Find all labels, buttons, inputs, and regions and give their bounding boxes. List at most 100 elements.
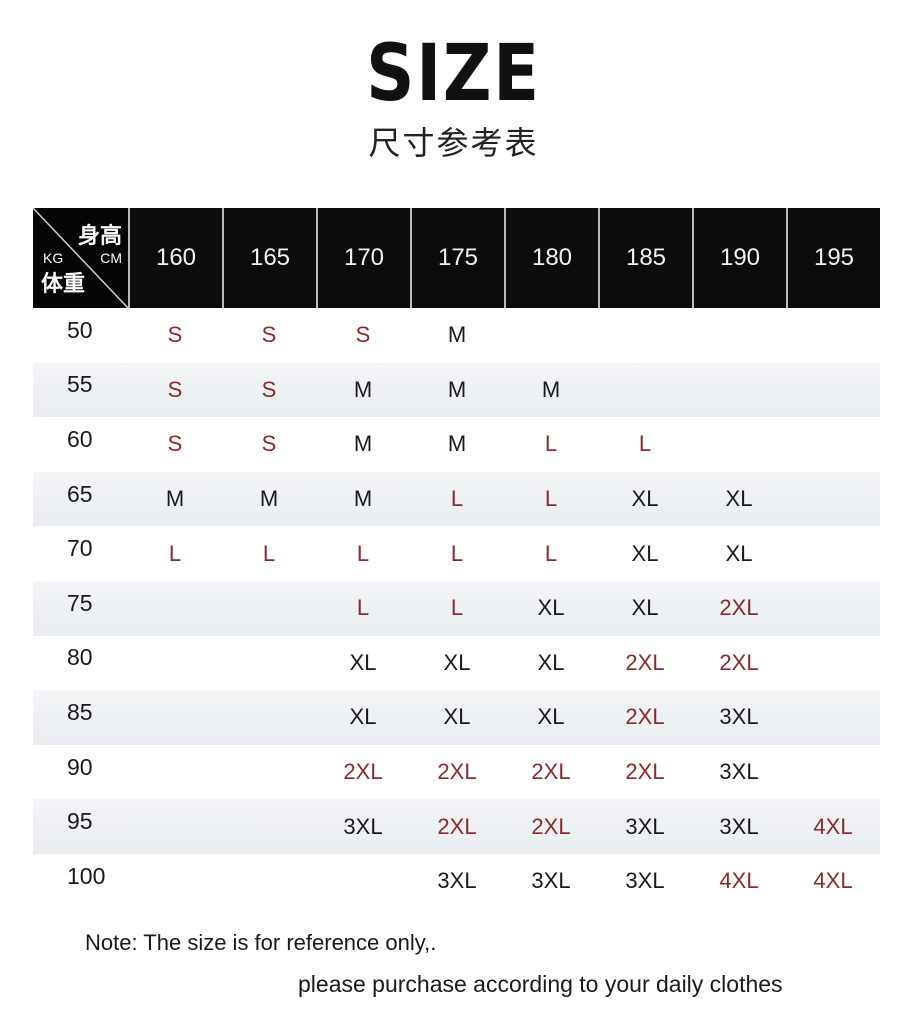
weight-cell: 85 xyxy=(67,698,93,725)
table-row: 55 S S M M M xyxy=(33,362,880,418)
size-cell: 3XL xyxy=(437,868,477,894)
weight-cell: 95 xyxy=(67,808,93,835)
height-unit: CM xyxy=(100,250,122,266)
weight-cell: 60 xyxy=(67,425,93,452)
size-cell: XL xyxy=(537,704,565,730)
size-cell: M xyxy=(353,376,373,402)
size-cell: S xyxy=(261,431,277,457)
size-cell: XL xyxy=(631,486,659,512)
table-row: 60 S S M M L L xyxy=(33,417,880,472)
height-header-175: 175 xyxy=(410,208,504,308)
size-cell: XL xyxy=(443,649,471,675)
size-cell: M xyxy=(541,376,561,402)
size-cell: 4XL xyxy=(719,868,759,894)
weight-cell: 80 xyxy=(67,644,93,671)
size-cell: 3XL xyxy=(625,813,665,839)
size-cell: 2XL xyxy=(719,595,759,621)
height-header-180: 180 xyxy=(504,208,598,308)
size-cell: XL xyxy=(725,486,753,512)
size-cell: XL xyxy=(725,540,753,566)
weight-cell: 55 xyxy=(67,371,93,398)
weight-cell: 100 xyxy=(67,862,106,889)
size-cell: 2XL xyxy=(625,704,665,730)
table-row: 65 M M M L L XL XL xyxy=(33,471,880,527)
height-header-170: 170 xyxy=(316,208,410,308)
size-cell: M xyxy=(447,376,467,402)
height-header-190: 190 xyxy=(692,208,786,308)
size-cell: 2XL xyxy=(531,813,571,839)
size-cell: L xyxy=(356,595,370,621)
size-cell: 2XL xyxy=(343,759,383,785)
size-cell: XL xyxy=(537,649,565,675)
size-cell: L xyxy=(356,540,370,566)
size-cell: XL xyxy=(349,704,377,730)
weight-cell: 50 xyxy=(67,316,93,343)
page-title: SIZE xyxy=(366,29,541,119)
size-cell: 3XL xyxy=(719,704,759,730)
size-cell: 3XL xyxy=(719,759,759,785)
table-row: 80 XL XL XL 2XL 2XL xyxy=(33,636,880,691)
size-cell: S xyxy=(167,376,183,402)
size-cell: 4XL xyxy=(813,813,853,839)
header-row: 身高 CM KG 体重 160 165 170 175 180 185 190 195 xyxy=(33,208,880,308)
size-cell: S xyxy=(167,322,183,348)
size-cell: 3XL xyxy=(719,813,759,839)
size-cell: L xyxy=(450,486,464,512)
size-cell: 2XL xyxy=(625,649,665,675)
size-cell: L xyxy=(544,540,558,566)
table-row: 90 2XL 2XL 2XL 2XL 3XL xyxy=(33,745,880,800)
size-cell: M xyxy=(447,322,467,348)
size-cell: S xyxy=(261,322,277,348)
height-header-160: 160 xyxy=(128,208,222,308)
table-row: 75 L L XL XL 2XL xyxy=(33,580,880,636)
size-cell: XL xyxy=(349,649,377,675)
size-cell: M xyxy=(447,431,467,457)
page-subtitle: 尺寸参考表 xyxy=(368,124,539,162)
weight-unit: KG xyxy=(43,250,64,266)
size-cell: XL xyxy=(631,540,659,566)
size-cell: S xyxy=(261,376,277,402)
table-row: 100 3XL 3XL 3XL 4XL 4XL xyxy=(33,854,880,909)
table-row: 70 L L L L L XL XL xyxy=(33,526,880,581)
size-cell: S xyxy=(355,322,371,348)
size-cell: 4XL xyxy=(813,868,853,894)
table-row: 85 XL XL XL 2XL 3XL xyxy=(33,690,880,745)
size-cell: 3XL xyxy=(531,868,571,894)
corner-cell: 身高 CM KG 体重 xyxy=(33,208,128,308)
table-body: 50 S S S M 55 S S M M M 60 S S M M L L 65 M M M L L XL XL 70 L L L L L X… xyxy=(33,308,880,909)
size-cell: L xyxy=(450,540,464,566)
weight-cell: 65 xyxy=(67,480,93,507)
size-cell: S xyxy=(167,431,183,457)
size-cell: XL xyxy=(537,595,565,621)
size-cell: 2XL xyxy=(531,759,571,785)
table-row: 50 S S S M xyxy=(33,308,880,363)
size-cell: L xyxy=(638,431,652,457)
size-cell: L xyxy=(544,486,558,512)
size-cell: M xyxy=(353,431,373,457)
height-label: 身高 xyxy=(77,223,122,248)
size-cell: XL xyxy=(443,704,471,730)
weight-cell: 75 xyxy=(67,589,93,616)
size-cell: 2XL xyxy=(625,759,665,785)
size-cell: 2XL xyxy=(437,759,477,785)
size-cell: L xyxy=(262,540,276,566)
size-table: 身高 CM KG 体重 160 165 170 175 180 185 190 195 50 S… xyxy=(33,208,880,909)
table-row: 95 3XL 2XL 2XL 3XL 3XL 4XL xyxy=(33,799,880,854)
height-header-185: 185 xyxy=(598,208,692,308)
size-cell: 2XL xyxy=(719,649,759,675)
weight-label: 体重 xyxy=(41,271,86,296)
size-cell: M xyxy=(259,486,279,512)
diagonal-divider xyxy=(33,208,128,308)
size-cell: 2XL xyxy=(437,813,477,839)
note-line-2: please purchase according to your daily … xyxy=(298,971,783,997)
size-cell: 3XL xyxy=(625,868,665,894)
size-cell: 3XL xyxy=(343,813,383,839)
size-cell: L xyxy=(450,595,464,621)
size-cell: M xyxy=(353,486,373,512)
size-cell: M xyxy=(165,486,185,512)
size-cell: XL xyxy=(631,595,659,621)
weight-cell: 70 xyxy=(67,535,93,562)
height-header-195: 195 xyxy=(786,208,880,308)
height-header-165: 165 xyxy=(222,208,316,308)
note-line-1: Note: The size is for reference only,. xyxy=(85,930,437,955)
